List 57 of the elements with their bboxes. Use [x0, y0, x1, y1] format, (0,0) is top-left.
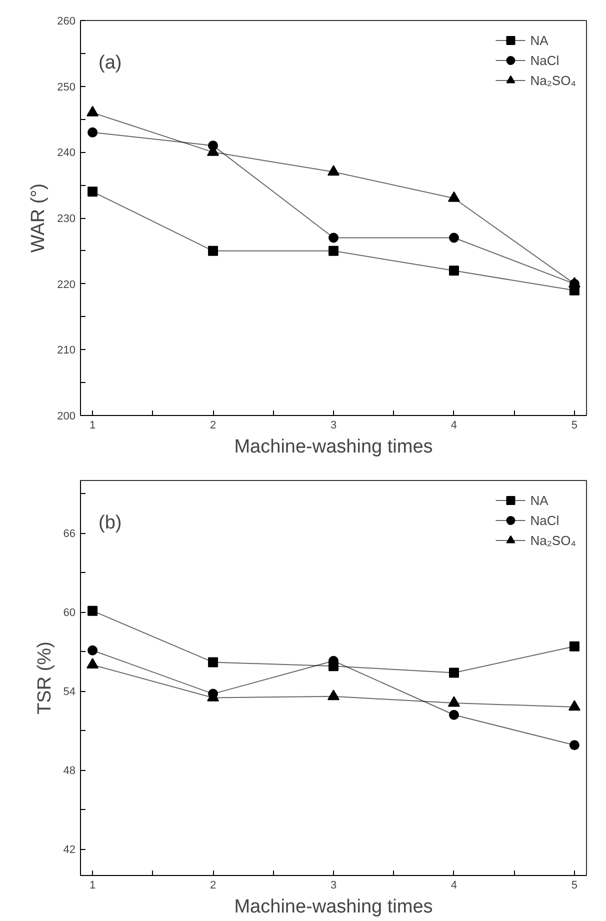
- point: [568, 700, 580, 711]
- point: [448, 266, 459, 276]
- y-tick-label: 230: [57, 213, 76, 225]
- point: [88, 645, 98, 656]
- point: [448, 191, 460, 202]
- y-tick-label: 54: [63, 686, 76, 698]
- point: [88, 186, 98, 197]
- point: [328, 690, 340, 700]
- x-axis-title: Machine-washing times: [234, 436, 433, 458]
- point: [569, 740, 580, 750]
- point: [86, 106, 99, 116]
- point: [328, 246, 338, 256]
- x-tick-label: 5: [571, 880, 578, 892]
- point: [86, 658, 99, 669]
- legend-label: Na₂SO₄: [530, 72, 576, 88]
- x-tick-label: 2: [210, 420, 216, 432]
- y-tick-label: 66: [63, 528, 76, 540]
- point: [448, 232, 459, 243]
- y-tick-label: 48: [63, 765, 76, 778]
- y-tick-label: 250: [57, 81, 76, 94]
- x-tick-label: 2: [210, 880, 216, 892]
- y-tick-label: 42: [63, 844, 76, 856]
- x-tick-label: 1: [89, 880, 96, 892]
- x-tick-label: 4: [450, 420, 458, 432]
- point: [88, 606, 98, 616]
- annotation: (b): [98, 512, 122, 534]
- y-tick-label: 210: [57, 344, 76, 357]
- legend-label: NA: [530, 492, 550, 508]
- point: [448, 710, 459, 720]
- x-tick-label: 5: [571, 420, 578, 432]
- point: [569, 641, 580, 652]
- annotation: (a): [98, 52, 122, 74]
- point: [208, 246, 218, 256]
- y-tick-label: 260: [57, 16, 76, 28]
- point: [328, 232, 338, 243]
- y-tick-label: 200: [57, 410, 76, 422]
- y-tick-label: 220: [57, 278, 76, 291]
- legend-label: NaCl: [530, 52, 560, 68]
- point: [208, 140, 218, 151]
- point: [88, 127, 98, 138]
- legend-label: Na₂SO₄: [530, 532, 576, 548]
- x-tick-label: 3: [330, 420, 337, 432]
- y-tick-label: 60: [63, 607, 76, 620]
- y-tick-label: 240: [57, 147, 76, 160]
- point: [448, 696, 460, 707]
- point: [328, 165, 340, 176]
- legend-label: NA: [530, 32, 550, 48]
- y-axis-title: TSR (%): [34, 642, 56, 714]
- x-tick-label: 1: [89, 420, 96, 432]
- point: [208, 657, 218, 668]
- legend-label: NaCl: [530, 512, 560, 528]
- x-tick-label: 4: [450, 880, 458, 892]
- y-axis-title: WAR (°): [28, 183, 50, 253]
- x-axis-title: Machine-washing times: [234, 896, 433, 918]
- point: [328, 661, 338, 672]
- x-tick-label: 3: [330, 880, 337, 892]
- point: [448, 668, 459, 678]
